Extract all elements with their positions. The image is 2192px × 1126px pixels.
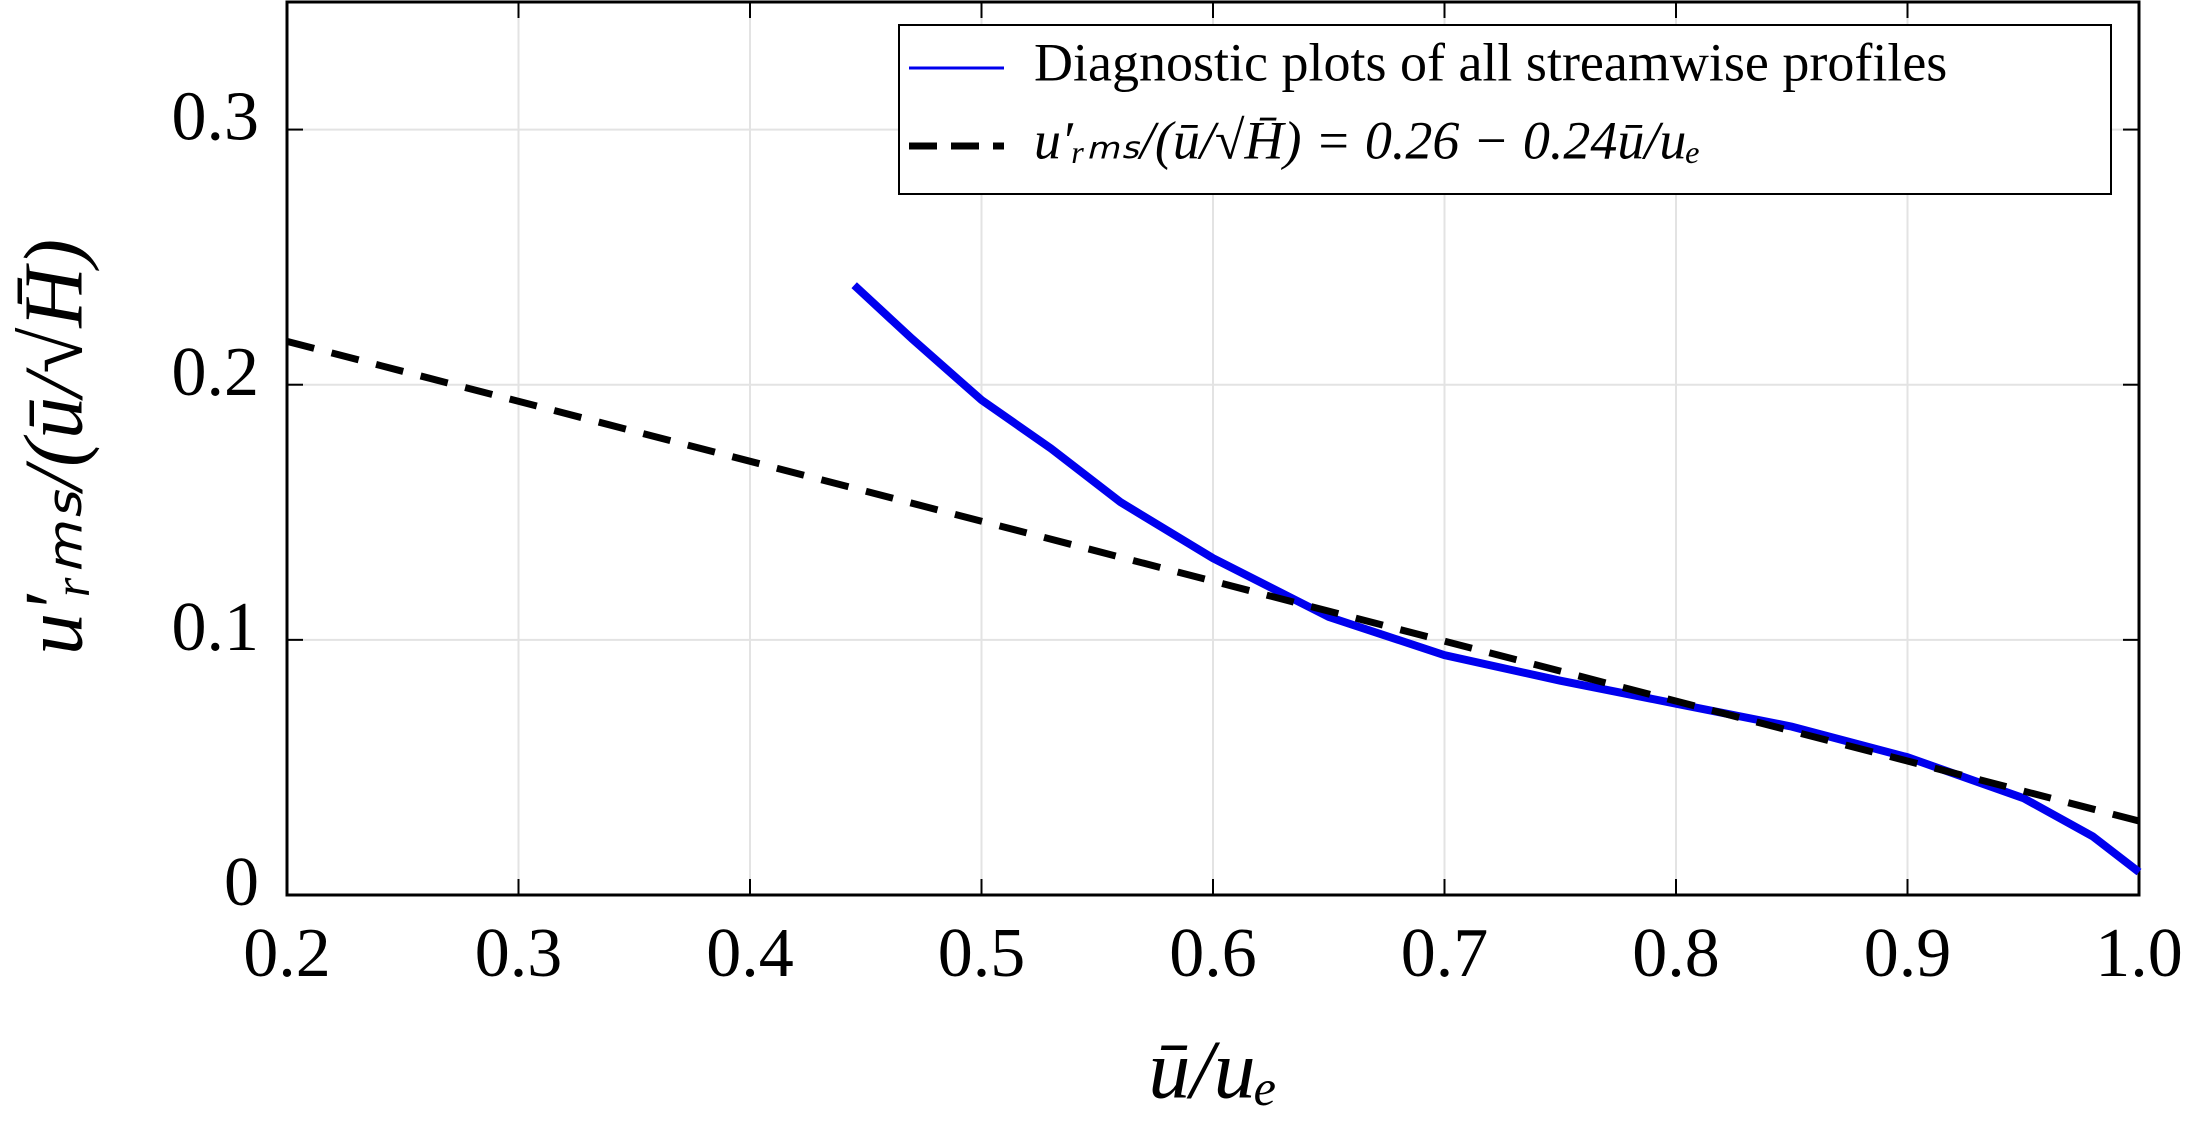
- y-tick-label: 0.3: [172, 79, 260, 156]
- x-tick-label: 0.7: [1401, 915, 1489, 992]
- legend-label: Diagnostic plots of all streamwise profi…: [1034, 32, 1947, 92]
- x-tick-label: 0.9: [1864, 915, 1952, 992]
- line: [851, 282, 2142, 876]
- x-tick-label: 0.4: [706, 915, 794, 992]
- x-tick-label: 0.2: [243, 915, 331, 992]
- x-tick-label: 0.8: [1632, 915, 1720, 992]
- y-tick-label: 0.1: [172, 589, 260, 666]
- x-tick-label: 1.0: [2095, 915, 2183, 992]
- plot-frame: [285, 0, 2141, 897]
- y-tick-label: 0.2: [172, 334, 260, 411]
- legend-box: [898, 24, 2112, 195]
- y-tick-label: 0: [224, 844, 259, 921]
- x-tick-label: 0.5: [938, 915, 1026, 992]
- x-tick-label: 0.3: [475, 915, 563, 992]
- x-axis-label: ū/uₑ: [1148, 1023, 1277, 1116]
- y-axis-label: u′ᵣₘₛ/(ū/√H̄): [7, 239, 100, 655]
- x-tick-label: 0.6: [1169, 915, 1257, 992]
- legend-label: u′ᵣₘₛ/(ū/√H̄) = 0.26 − 0.24ū/uₑ: [1034, 110, 1701, 170]
